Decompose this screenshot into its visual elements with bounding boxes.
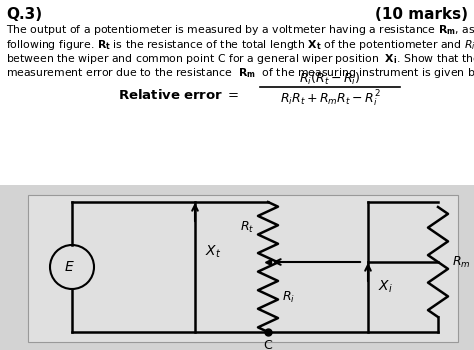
Text: The output of a potentiometer is measured by a voltmeter having a resistance $\m: The output of a potentiometer is measure… [6,23,474,37]
Text: $R_t$: $R_t$ [240,219,254,234]
Text: $X_i$: $X_i$ [378,279,393,295]
Text: $R_i(R_t - R_i)$: $R_i(R_t - R_i)$ [299,71,361,87]
Text: $R_iR_t + R_mR_t - R_i^2$: $R_iR_t + R_mR_t - R_i^2$ [280,89,381,109]
Text: measurement error due to the resistance  $\mathbf{R_m}$  of the measuring instru: measurement error due to the resistance … [6,66,474,80]
Text: $X_t$: $X_t$ [205,244,221,260]
Text: (10 marks): (10 marks) [375,7,468,22]
Text: $R_m$: $R_m$ [452,254,471,270]
Text: $E$: $E$ [64,260,74,274]
Text: C: C [264,339,273,350]
Text: following figure. $\mathbf{R_t}$ is the resistance of the total length $\mathbf{: following figure. $\mathbf{R_t}$ is the … [6,37,474,51]
Text: $\mathit{\mathbf{Relative\ error}}$ $=$: $\mathit{\mathbf{Relative\ error}}$ $=$ [118,88,239,102]
Text: Q.3): Q.3) [6,7,42,22]
Bar [28,195,458,342]
Text: $R_i$: $R_i$ [282,289,295,304]
Text: between the wiper and common point C for a general wiper position  $\mathbf{X_i}: between the wiper and common point C for… [6,52,474,66]
Bar [0,185,474,350]
